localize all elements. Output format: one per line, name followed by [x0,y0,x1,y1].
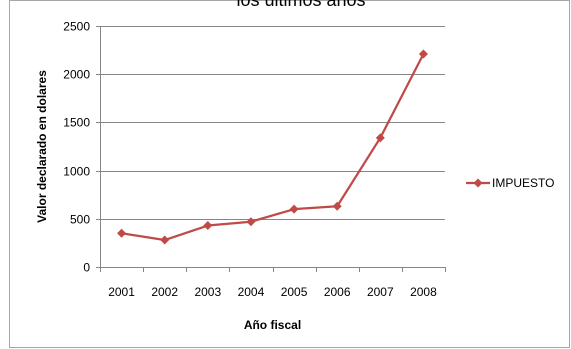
data-point [246,217,256,227]
legend: IMPUESTO [466,176,554,190]
y-tick-label: 500 [70,213,90,227]
series-line [121,53,425,242]
y-tick-label: 2000 [63,68,90,82]
x-tick-label: 2003 [194,285,221,299]
legend-swatch-marker [473,178,483,188]
data-point [332,201,342,211]
data-point [160,235,170,245]
x-tick-label: 2004 [238,285,265,299]
y-tick-label: 0 [83,261,90,275]
y-axis-title: Valor declarado en dolares [35,70,49,223]
series-layer [117,49,428,245]
x-axis-title: Año fiscal [244,318,301,332]
legend-label: IMPUESTO [492,176,554,190]
x-tick-label: 2007 [367,285,394,299]
chart-frame [9,0,570,348]
data-point [375,133,385,143]
data-point [117,228,127,238]
gridlines [100,26,445,220]
data-point [418,49,428,59]
x-tick-label: 2005 [281,285,308,299]
data-point [289,204,299,214]
y-axis-ticks: 0 500 1000 1500 2000 2500 [63,20,100,275]
y-tick-label: 2500 [63,20,90,34]
x-tick-label: 2002 [151,285,178,299]
y-tick-label: 1000 [63,165,90,179]
x-axis-ticks: 2001 2002 2003 2004 2005 2006 2007 2008 [100,267,446,299]
x-tick-label: 2001 [108,285,135,299]
x-tick-label: 2006 [324,285,351,299]
chart-title: los últimos años [236,0,365,10]
x-tick-label: 2008 [410,285,437,299]
data-point [203,221,213,231]
y-tick-label: 1500 [63,116,90,130]
